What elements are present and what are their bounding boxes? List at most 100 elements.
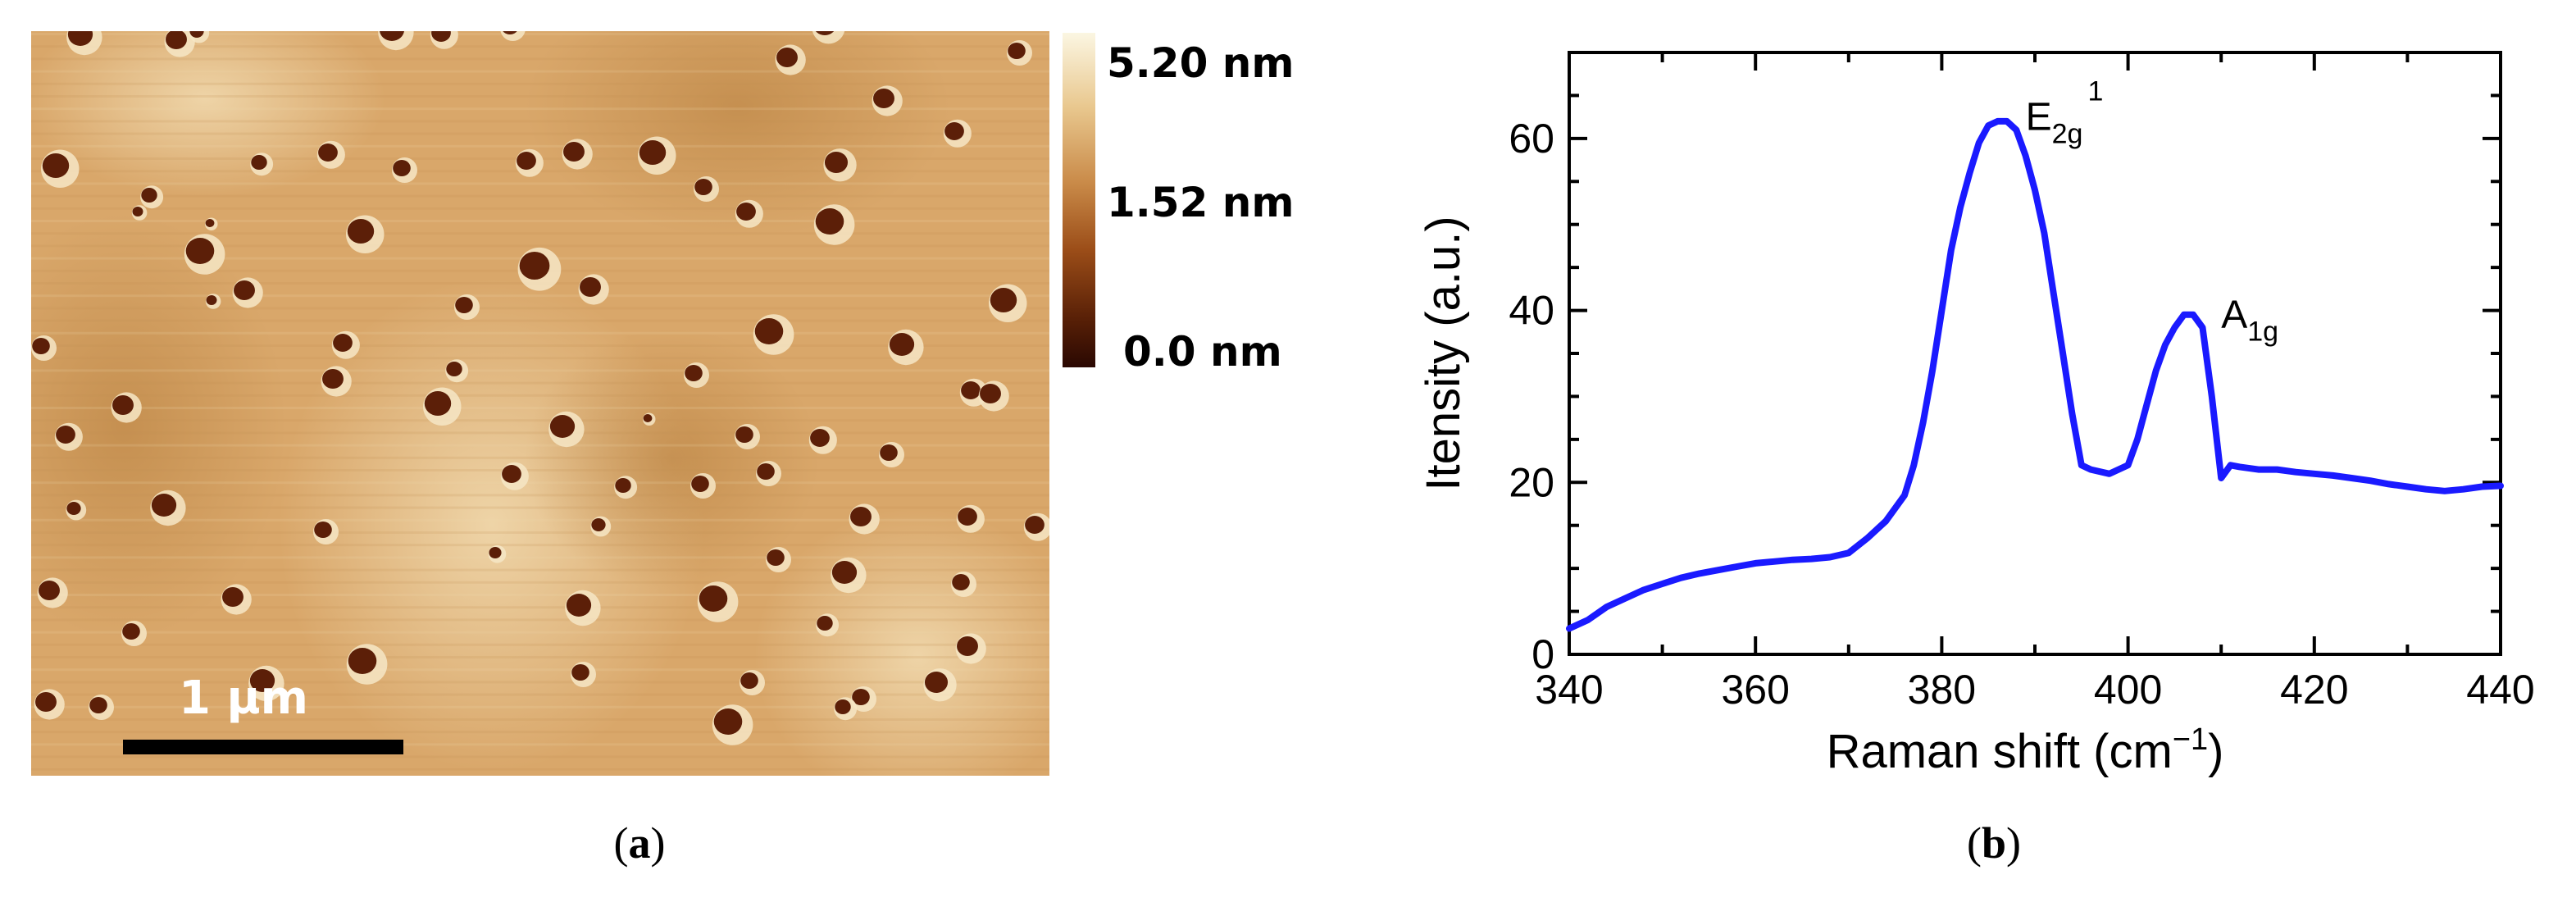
afm-pit bbox=[393, 160, 411, 176]
afm-pit bbox=[952, 574, 970, 590]
panel-label-b-letter: b bbox=[1982, 818, 2006, 868]
afm-scan-line bbox=[31, 82, 1049, 85]
afm-pit bbox=[205, 219, 215, 227]
afm-scan-line bbox=[31, 705, 1049, 708]
afm-pit bbox=[852, 689, 870, 705]
y-tick-label: 40 bbox=[1509, 288, 1554, 334]
afm-pit bbox=[566, 594, 592, 617]
afm-scan-line bbox=[31, 394, 1049, 397]
afm-pit bbox=[189, 31, 204, 38]
afm-pit bbox=[880, 444, 898, 461]
afm-pit bbox=[380, 31, 404, 41]
afm-pit bbox=[817, 616, 833, 631]
x-tick-label: 340 bbox=[1535, 667, 1603, 713]
afm-pit bbox=[713, 708, 743, 735]
afm-scan-line bbox=[31, 456, 1049, 459]
afm-scan-line bbox=[31, 107, 1049, 111]
afm-pit bbox=[39, 581, 60, 600]
plot-frame bbox=[1568, 51, 2502, 656]
panel-label-a-letter: a bbox=[629, 818, 651, 868]
afm-pit bbox=[757, 463, 775, 480]
x-tick-label: 400 bbox=[2094, 667, 2162, 713]
x-tick-label: 420 bbox=[2280, 667, 2348, 713]
afm-scan-line bbox=[31, 656, 1049, 658]
afm-pit-rim bbox=[812, 31, 845, 44]
colorbar-min-label: 0.0 nm bbox=[1123, 328, 1282, 376]
afm-pit bbox=[694, 179, 712, 195]
afm-scan-line bbox=[31, 407, 1049, 409]
afm-pit bbox=[132, 207, 143, 216]
x-axis-title-sup: −1 bbox=[2173, 722, 2208, 757]
afm-light-region bbox=[754, 508, 1049, 776]
afm-pit bbox=[735, 426, 753, 443]
afm-pit bbox=[815, 208, 844, 235]
afm-pit bbox=[835, 699, 851, 714]
afm-pit bbox=[810, 429, 830, 447]
afm-image bbox=[31, 31, 1049, 776]
panel-label-a: (a) bbox=[614, 818, 666, 868]
colorbar-max-label: 5.20 nm bbox=[1107, 39, 1294, 87]
afm-scan-line bbox=[31, 132, 1049, 135]
afm-scan-line bbox=[31, 45, 1049, 48]
afm-scan-line bbox=[31, 220, 1049, 222]
afm-pit bbox=[42, 153, 70, 178]
afm-pit bbox=[347, 219, 375, 244]
afm-scan-line bbox=[31, 419, 1049, 422]
colorbar: 5.20 nm 1.52 nm 0.0 nm bbox=[1063, 33, 1294, 376]
afm-pit bbox=[151, 494, 177, 517]
afm-pit bbox=[56, 426, 75, 444]
peak-label: E2g1 bbox=[2026, 75, 2104, 149]
afm-scan-line bbox=[31, 631, 1049, 634]
afm-pit bbox=[643, 414, 653, 422]
afm-pit bbox=[1025, 516, 1045, 534]
afm-scan-line bbox=[31, 331, 1049, 335]
afm-scan-line bbox=[31, 207, 1049, 210]
afm-pit bbox=[222, 587, 243, 607]
series-line-raman bbox=[1566, 117, 2504, 632]
afm-pit bbox=[815, 31, 835, 35]
afm-scan-line bbox=[31, 307, 1049, 310]
panel-label-b: (b) bbox=[1967, 818, 2021, 868]
y-tick-label: 60 bbox=[1509, 116, 1554, 162]
afm-pit bbox=[639, 140, 667, 165]
afm-pit bbox=[249, 669, 275, 692]
peak-label-sub: 1g bbox=[2247, 317, 2278, 348]
afm-pit bbox=[850, 507, 872, 526]
afm-scan-line bbox=[31, 556, 1049, 559]
afm-pit bbox=[831, 561, 858, 584]
afm-pit bbox=[776, 48, 798, 67]
afm-scan-line bbox=[31, 506, 1049, 509]
afm-pit bbox=[185, 238, 215, 264]
afm-pit bbox=[32, 338, 50, 354]
afm-scan-line bbox=[31, 618, 1049, 622]
afm-pit bbox=[424, 391, 452, 416]
afm-scan-line bbox=[31, 469, 1049, 472]
afm-scan-line bbox=[31, 194, 1049, 198]
afm-scan-line bbox=[31, 606, 1049, 609]
y-tick-label: 0 bbox=[1531, 631, 1554, 677]
afm-pit bbox=[691, 476, 709, 492]
afm-scan-line bbox=[31, 768, 1049, 771]
afm-scan-line bbox=[31, 182, 1049, 185]
afm-pit bbox=[517, 152, 536, 170]
afm-pit bbox=[958, 508, 977, 526]
scale-bar-label: 1 µm bbox=[179, 672, 308, 725]
afm-scan-line bbox=[31, 357, 1049, 360]
afm-scan-line bbox=[31, 431, 1049, 435]
afm-pit bbox=[251, 155, 267, 170]
afm-pit bbox=[873, 89, 894, 108]
afm-scan-line bbox=[31, 444, 1049, 447]
afm-scan-line bbox=[31, 681, 1049, 684]
y-axis-title: Itensity (a.u.) bbox=[1417, 216, 1470, 490]
afm-scan-line bbox=[31, 33, 1049, 35]
afm-pit bbox=[685, 365, 703, 381]
afm-pit bbox=[446, 362, 462, 376]
afm-pit bbox=[889, 333, 915, 356]
afm-pit bbox=[924, 672, 949, 693]
x-axis-ticks: 340 360 380 400 420 440 bbox=[1535, 52, 2535, 713]
afm-scan-line bbox=[31, 244, 1049, 248]
afm-pit bbox=[549, 415, 576, 438]
afm-pit bbox=[234, 280, 255, 300]
x-tick-label: 440 bbox=[2466, 667, 2534, 713]
